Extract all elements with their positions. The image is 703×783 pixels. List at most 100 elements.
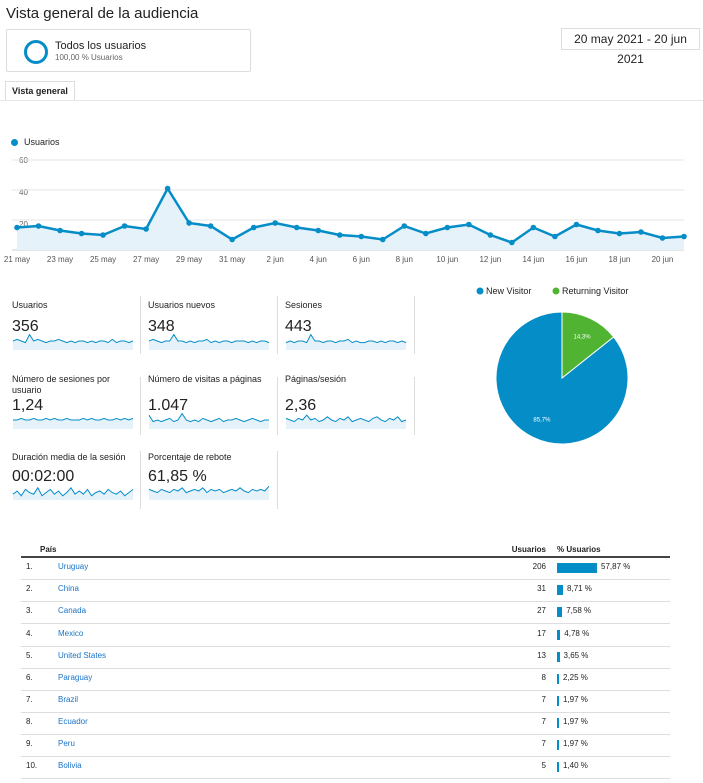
country-link[interactable]: Peru — [58, 739, 75, 748]
share-pct: 2,25 % — [563, 673, 588, 682]
line-point[interactable] — [358, 233, 365, 240]
metric-divider — [140, 451, 141, 509]
share-pct: 1,97 % — [563, 695, 588, 704]
row-rank: 1. — [26, 562, 33, 571]
line-point[interactable] — [78, 230, 85, 237]
pie-slice[interactable] — [561, 311, 615, 380]
sparkline-area — [286, 334, 406, 350]
share-bar — [557, 607, 563, 617]
line-series-usuarios — [16, 185, 685, 244]
date-range-picker[interactable]: 20 may 2021 - 20 jun 2021 — [561, 28, 700, 66]
line-point[interactable] — [229, 236, 235, 243]
metric-value: 1.047 — [148, 397, 189, 414]
share-pct: 57,87 % — [601, 562, 631, 571]
metric-divider — [277, 377, 278, 435]
country-link[interactable]: United States — [58, 651, 107, 660]
col-header-country[interactable]: País — [40, 545, 57, 554]
line-point[interactable] — [186, 220, 192, 226]
metric-value: 1,24 — [12, 397, 44, 414]
table-row-divider — [21, 690, 670, 691]
line-point[interactable] — [595, 227, 601, 234]
metric-label: Número de sesiones por usuario — [12, 374, 111, 395]
line-point[interactable] — [293, 224, 300, 231]
country-link[interactable]: Canada — [58, 606, 87, 615]
x-tick-label: 31 may — [219, 255, 245, 264]
line-point[interactable] — [272, 220, 278, 226]
visitor-pie-chart: New Visitor Returning Visitor 85,7% 14,3% — [476, 286, 629, 445]
line-point[interactable] — [57, 227, 63, 234]
line-legend-label[interactable]: Usuarios — [24, 137, 60, 147]
sparkline-line — [12, 333, 134, 344]
line-point[interactable] — [121, 223, 128, 229]
share-pct: 8,71 % — [567, 584, 592, 593]
users-count: 7 — [541, 695, 546, 704]
segment-chip[interactable]: Todos los usuarios 100,00 % Usuarios — [6, 29, 251, 72]
line-point[interactable] — [509, 239, 515, 246]
country-link[interactable]: Paraguay — [58, 673, 93, 682]
x-tick-label: 16 jun — [566, 255, 588, 264]
metric-sparkline — [12, 486, 134, 500]
line-point[interactable] — [681, 233, 687, 240]
share-pct: 7,58 % — [566, 606, 592, 615]
col-header-users[interactable]: Usuarios — [511, 545, 546, 554]
row-rank: 6. — [26, 673, 33, 682]
line-point[interactable] — [35, 223, 42, 229]
x-tick-label: 20 jun — [652, 255, 674, 264]
x-tick-label: 27 may — [133, 255, 159, 264]
sparkline-area — [286, 415, 406, 429]
line-point[interactable] — [315, 227, 322, 234]
row-rank: 10. — [26, 761, 38, 770]
pie-legend-label[interactable]: New Visitor — [486, 286, 531, 296]
line-point[interactable] — [659, 235, 666, 241]
line-point[interactable] — [207, 223, 214, 229]
col-header-pct-users[interactable]: % Usuarios — [557, 545, 601, 554]
line-point[interactable] — [164, 185, 171, 192]
segment-name: Todos los usuarios — [55, 40, 147, 52]
line-point[interactable] — [379, 236, 386, 243]
metric-value: 2,36 — [285, 397, 317, 414]
share-pct: 4,78 % — [564, 629, 590, 638]
country-link[interactable]: Bolivia — [58, 761, 82, 770]
line-point[interactable] — [14, 224, 20, 231]
line-point[interactable] — [487, 232, 494, 238]
users-count: 7 — [541, 717, 546, 726]
country-link[interactable]: Mexico — [58, 629, 84, 638]
tab-overview[interactable]: Vista general — [5, 81, 75, 101]
line-point[interactable] — [616, 230, 623, 237]
sparkline-area — [13, 487, 133, 500]
metric-value: 00:02:00 — [12, 468, 75, 485]
sparkline-line — [285, 414, 407, 423]
pie-legend-label[interactable]: Returning Visitor — [562, 286, 628, 296]
line-point[interactable] — [638, 229, 644, 235]
line-point[interactable] — [423, 230, 429, 237]
line-point[interactable] — [573, 221, 580, 228]
segment-subtitle: 100,00 % Usuarios — [55, 53, 123, 62]
x-tick-label: 29 may — [176, 255, 202, 264]
metric-value: 61,85 % — [148, 468, 207, 485]
metric-sparkline — [148, 485, 270, 500]
line-point[interactable] — [466, 221, 472, 228]
x-tick-label: 12 jun — [479, 255, 501, 264]
share-bar — [557, 674, 559, 684]
line-point[interactable] — [552, 233, 558, 240]
country-link[interactable]: Uruguay — [58, 562, 89, 571]
row-rank: 2. — [26, 584, 33, 593]
line-point[interactable] — [143, 226, 149, 232]
line-point[interactable] — [401, 223, 408, 229]
line-point[interactable] — [336, 232, 343, 238]
metric-label: Número de visitas a páginas — [148, 374, 262, 384]
country-link[interactable]: China — [58, 584, 79, 593]
line-point[interactable] — [100, 232, 106, 238]
row-rank: 5. — [26, 651, 33, 660]
users-count: 5 — [541, 761, 546, 770]
line-point[interactable] — [250, 224, 257, 231]
country-link[interactable]: Ecuador — [58, 717, 88, 726]
x-tick-label: 8 jun — [396, 255, 413, 264]
line-point[interactable] — [530, 224, 537, 231]
x-tick-label: 6 jun — [353, 255, 370, 264]
line-point[interactable] — [444, 224, 451, 231]
country-link[interactable]: Brazil — [58, 695, 79, 704]
row-rank: 4. — [26, 629, 33, 638]
metric-divider — [277, 451, 278, 509]
metric-sparkline — [12, 333, 134, 350]
